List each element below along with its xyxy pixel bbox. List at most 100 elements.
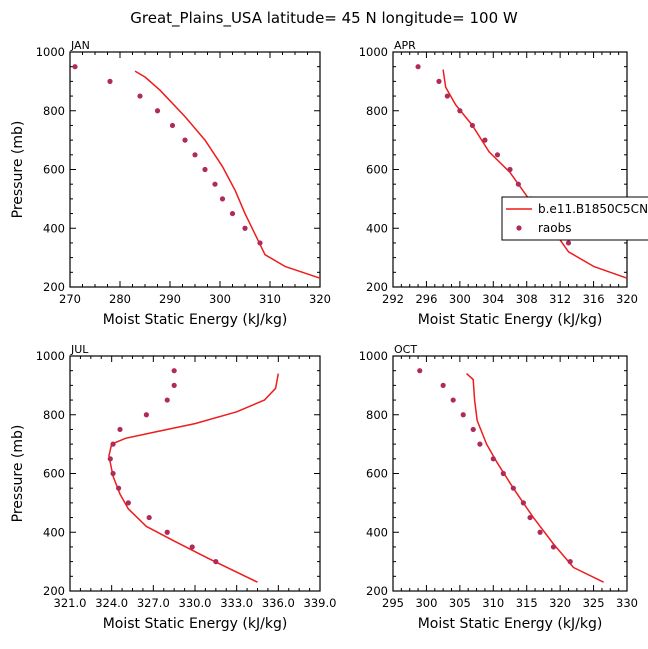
panels: JAN 270 280 290 300 310 320 200 400 600 800 1000 Moi… — [10, 39, 638, 632]
raobs-point — [440, 382, 446, 388]
y-tick-label: 1000 — [359, 349, 388, 363]
raobs-point — [482, 137, 488, 143]
raobs-point — [117, 426, 123, 433]
y-tick-label: 400 — [366, 525, 388, 539]
raobs-point — [469, 122, 475, 129]
x-tick-label: 300 — [209, 292, 231, 306]
x-tick-label: 316 — [583, 292, 605, 306]
plot-frame — [69, 355, 321, 592]
y-tick-label: 800 — [366, 104, 388, 118]
x-axis-label: Moist Static Energy (kJ/kg) — [418, 312, 603, 328]
x-tick-label: 321.0 — [54, 596, 87, 610]
raobs-point — [527, 514, 533, 521]
panel-label-jan: JAN — [70, 39, 90, 52]
model-line — [108, 373, 280, 583]
raobs-point — [213, 559, 219, 565]
legend-label-model: b.e11.B1850C5CN — [538, 202, 648, 216]
x-tick-label: 320 — [549, 596, 571, 610]
x-tick-label: 310 — [482, 596, 504, 610]
panel-oct: OCT 295 300 305 310 315 320 325 330 200 400 600 800 1… — [359, 343, 638, 632]
raobs-point — [116, 485, 122, 491]
y-tick-label: 400 — [43, 525, 65, 539]
legend: b.e11.B1850C5CN raobs — [501, 196, 648, 241]
raobs-point — [242, 225, 248, 231]
panel-jul: JUL 321.0 324.0 327.0 330.0 333.0 336.0 339.0 20… — [10, 343, 336, 632]
x-tick-label: 327.0 — [137, 596, 170, 610]
y-axis-label: Pressure (mb) — [10, 425, 26, 523]
model-line — [466, 373, 604, 583]
x-tick-label: 300 — [449, 292, 471, 306]
x-tick-label: 295 — [382, 596, 404, 610]
raobs-point — [567, 559, 573, 565]
x-tick-label: 290 — [159, 292, 181, 306]
panel-label-jul: JUL — [70, 343, 89, 356]
y-tick-label: 200 — [366, 584, 388, 598]
x-tick-label: 330 — [616, 596, 638, 610]
y-tick-label: 800 — [366, 408, 388, 422]
raobs-point — [415, 64, 421, 70]
raobs-point — [164, 397, 170, 403]
raobs-point — [171, 382, 177, 388]
y-tick-label: 200 — [366, 280, 388, 294]
y-tick-label: 600 — [366, 163, 388, 177]
model-line — [442, 69, 628, 279]
raobs-point — [520, 500, 526, 506]
y-tick-label: 800 — [43, 408, 65, 422]
raobs-point — [470, 426, 476, 433]
x-axis-label: Moist Static Energy (kJ/kg) — [103, 312, 288, 328]
y-axis-label: Pressure (mb) — [10, 121, 26, 219]
x-tick-label: 280 — [109, 292, 131, 306]
raobs-point — [107, 78, 113, 84]
panel-jan: JAN 270 280 290 300 310 320 200 400 600 800 1000 Moi… — [10, 39, 331, 328]
x-tick-label: 320 — [309, 292, 331, 306]
legend-box — [501, 196, 648, 241]
panel-label-apr: APR — [394, 39, 416, 52]
raobs-point — [171, 368, 177, 374]
raobs-point — [146, 514, 152, 521]
raobs-point — [125, 500, 131, 506]
x-tick-label: 310 — [259, 292, 281, 306]
raobs-point — [202, 166, 208, 173]
raobs-point — [189, 544, 195, 550]
x-tick-label: 324.0 — [95, 596, 128, 610]
y-tick-label: 200 — [43, 584, 65, 598]
x-tick-label: 333.0 — [220, 596, 253, 610]
x-tick-label: 330.0 — [179, 596, 212, 610]
y-tick-label: 600 — [43, 467, 65, 481]
plot-frame — [392, 355, 628, 592]
plot-frame — [69, 51, 321, 288]
raobs-point — [182, 137, 188, 143]
raobs-point — [490, 456, 496, 462]
raobs-point — [219, 196, 226, 202]
raobs-point — [515, 181, 521, 187]
x-tick-label: 292 — [382, 292, 404, 306]
x-tick-label: 305 — [449, 596, 471, 610]
y-tick-label: 800 — [43, 104, 65, 118]
y-tick-label: 400 — [43, 221, 65, 235]
x-tick-label: 308 — [516, 292, 538, 306]
x-tick-label: 304 — [482, 292, 504, 306]
y-tick-label: 600 — [43, 163, 65, 177]
y-tick-label: 600 — [366, 467, 388, 481]
y-tick-label: 200 — [43, 280, 65, 294]
raobs-point — [107, 456, 113, 462]
raobs-point — [169, 122, 176, 129]
raobs-point — [537, 529, 543, 535]
raobs-point — [444, 93, 450, 99]
raobs-point — [507, 166, 513, 173]
raobs-point — [212, 181, 218, 187]
x-tick-label: 296 — [415, 292, 437, 306]
raobs-point — [565, 240, 572, 246]
raobs-point — [110, 470, 116, 477]
legend-label-raobs: raobs — [538, 221, 572, 235]
model-line — [134, 70, 321, 279]
figure-title: Great_Plains_USA latitude= 45 N longitud… — [130, 9, 518, 28]
raobs-point — [457, 108, 463, 114]
x-tick-label: 300 — [415, 596, 437, 610]
legend-dot-swatch — [516, 225, 522, 231]
panel-apr: APR 292 296 300 304 308 312 316 320 200 400 600 800 1… — [359, 39, 638, 328]
x-axis-label: Moist Static Energy (kJ/kg) — [418, 616, 603, 632]
raobs-point — [192, 152, 198, 158]
raobs-point — [137, 93, 143, 99]
